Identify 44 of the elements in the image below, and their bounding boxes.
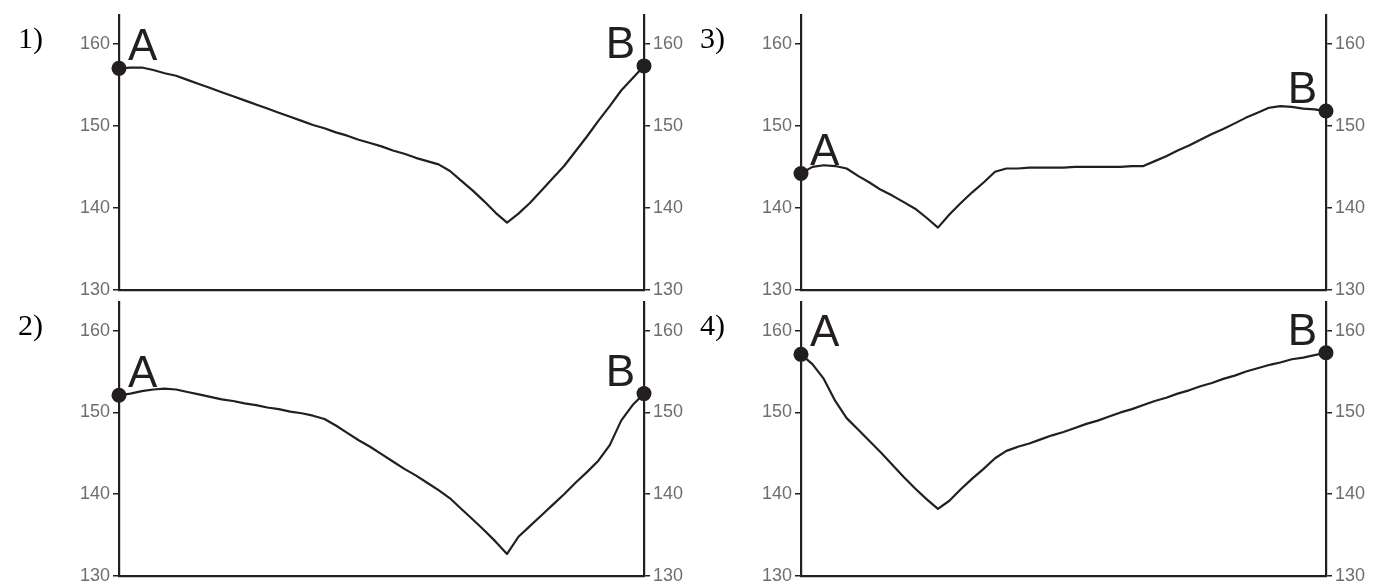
y2-tick-label: 150 xyxy=(653,114,684,135)
annotation: B xyxy=(1287,304,1317,354)
y-tick-label: 150 xyxy=(761,401,792,422)
y-tick-label: 130 xyxy=(761,278,792,299)
chart-title: 2) xyxy=(18,308,43,341)
y2-tick-label: 140 xyxy=(1335,196,1366,217)
y-tick-label: 140 xyxy=(79,196,110,217)
y2-tick-label: 150 xyxy=(1335,114,1366,135)
y2-tick-label: 160 xyxy=(653,32,684,53)
annotation: A xyxy=(128,20,158,70)
y2-tick-label: 140 xyxy=(653,483,684,504)
annotation: A xyxy=(128,347,158,397)
y-tick-label: 130 xyxy=(761,564,792,585)
y2-tick-label: 130 xyxy=(653,564,684,585)
y-tick-label: 150 xyxy=(79,114,110,135)
y-tick-label: 130 xyxy=(79,278,110,299)
annotation: B xyxy=(605,17,635,67)
y2-tick-label: 150 xyxy=(1335,401,1366,422)
y-tick-label: 130 xyxy=(79,564,110,585)
chart-title: 4) xyxy=(700,308,725,341)
y2-tick-label: 150 xyxy=(653,401,684,422)
y2-tick-label: 160 xyxy=(1335,32,1366,53)
y2-tick-label: 160 xyxy=(1335,319,1366,340)
y-tick-label: 160 xyxy=(79,32,110,53)
y-tick-label: 150 xyxy=(79,401,110,422)
annotation: B xyxy=(605,345,635,395)
y2-tick-label: 130 xyxy=(1335,564,1366,585)
chart-title: 1) xyxy=(18,21,43,54)
y2-tick-label: 130 xyxy=(653,278,684,299)
y2-tick-label: 140 xyxy=(653,196,684,217)
y2-tick-label: 160 xyxy=(653,319,684,340)
y-tick-label: 160 xyxy=(761,32,792,53)
y-tick-label: 160 xyxy=(761,319,792,340)
y-tick-label: 140 xyxy=(761,196,792,217)
y2-tick-label: 140 xyxy=(1335,483,1366,504)
annotation: B xyxy=(1287,63,1317,113)
y-tick-label: 140 xyxy=(761,483,792,504)
y-tick-label: 160 xyxy=(79,319,110,340)
y2-tick-label: 130 xyxy=(1335,278,1366,299)
annotation: A xyxy=(810,125,840,175)
y-tick-label: 150 xyxy=(761,114,792,135)
y-tick-label: 140 xyxy=(79,483,110,504)
annotation: A xyxy=(810,306,840,356)
chart-title: 3) xyxy=(700,21,725,54)
